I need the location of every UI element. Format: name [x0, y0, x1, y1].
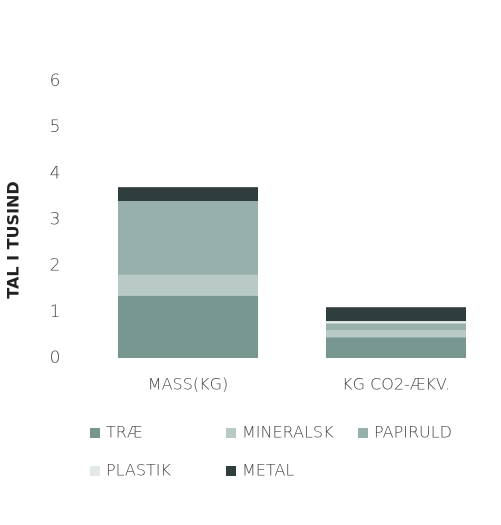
bar-segment — [326, 307, 466, 322]
legend-swatch — [226, 466, 236, 476]
legend-swatch — [90, 466, 100, 476]
legend-label: METAL — [242, 461, 294, 480]
legend-swatch — [226, 428, 236, 438]
bar-segment — [118, 187, 258, 202]
y-tick-label: 5 — [50, 117, 61, 137]
bar-segment — [118, 295, 258, 358]
y-tick-label: 2 — [50, 256, 61, 276]
bar-segment — [326, 330, 466, 338]
x-tick-label: KG CO2-ÆKV. — [342, 375, 450, 394]
legend-label: MINERALSK — [242, 423, 334, 442]
legend-swatch — [358, 428, 368, 438]
legend-label: TRÆ — [106, 423, 142, 442]
legend-label: PAPIRULD — [374, 423, 452, 442]
y-tick-label: 4 — [50, 163, 61, 183]
bar-segment — [118, 274, 258, 296]
legend-swatch — [90, 428, 100, 438]
bar-segment — [326, 321, 466, 324]
bar-segment — [326, 323, 466, 331]
x-tick-label: MASS(KG) — [148, 375, 228, 394]
bar-segment — [118, 201, 258, 275]
y-tick-label: 1 — [50, 302, 61, 322]
bar-segment — [326, 337, 466, 358]
y-axis-label: TAL I TUSIND — [4, 181, 23, 298]
legend-label: PLASTIK — [106, 461, 172, 480]
y-tick-label: 0 — [50, 348, 61, 368]
y-tick-label: 3 — [50, 210, 61, 230]
y-tick-label: 6 — [50, 71, 61, 91]
